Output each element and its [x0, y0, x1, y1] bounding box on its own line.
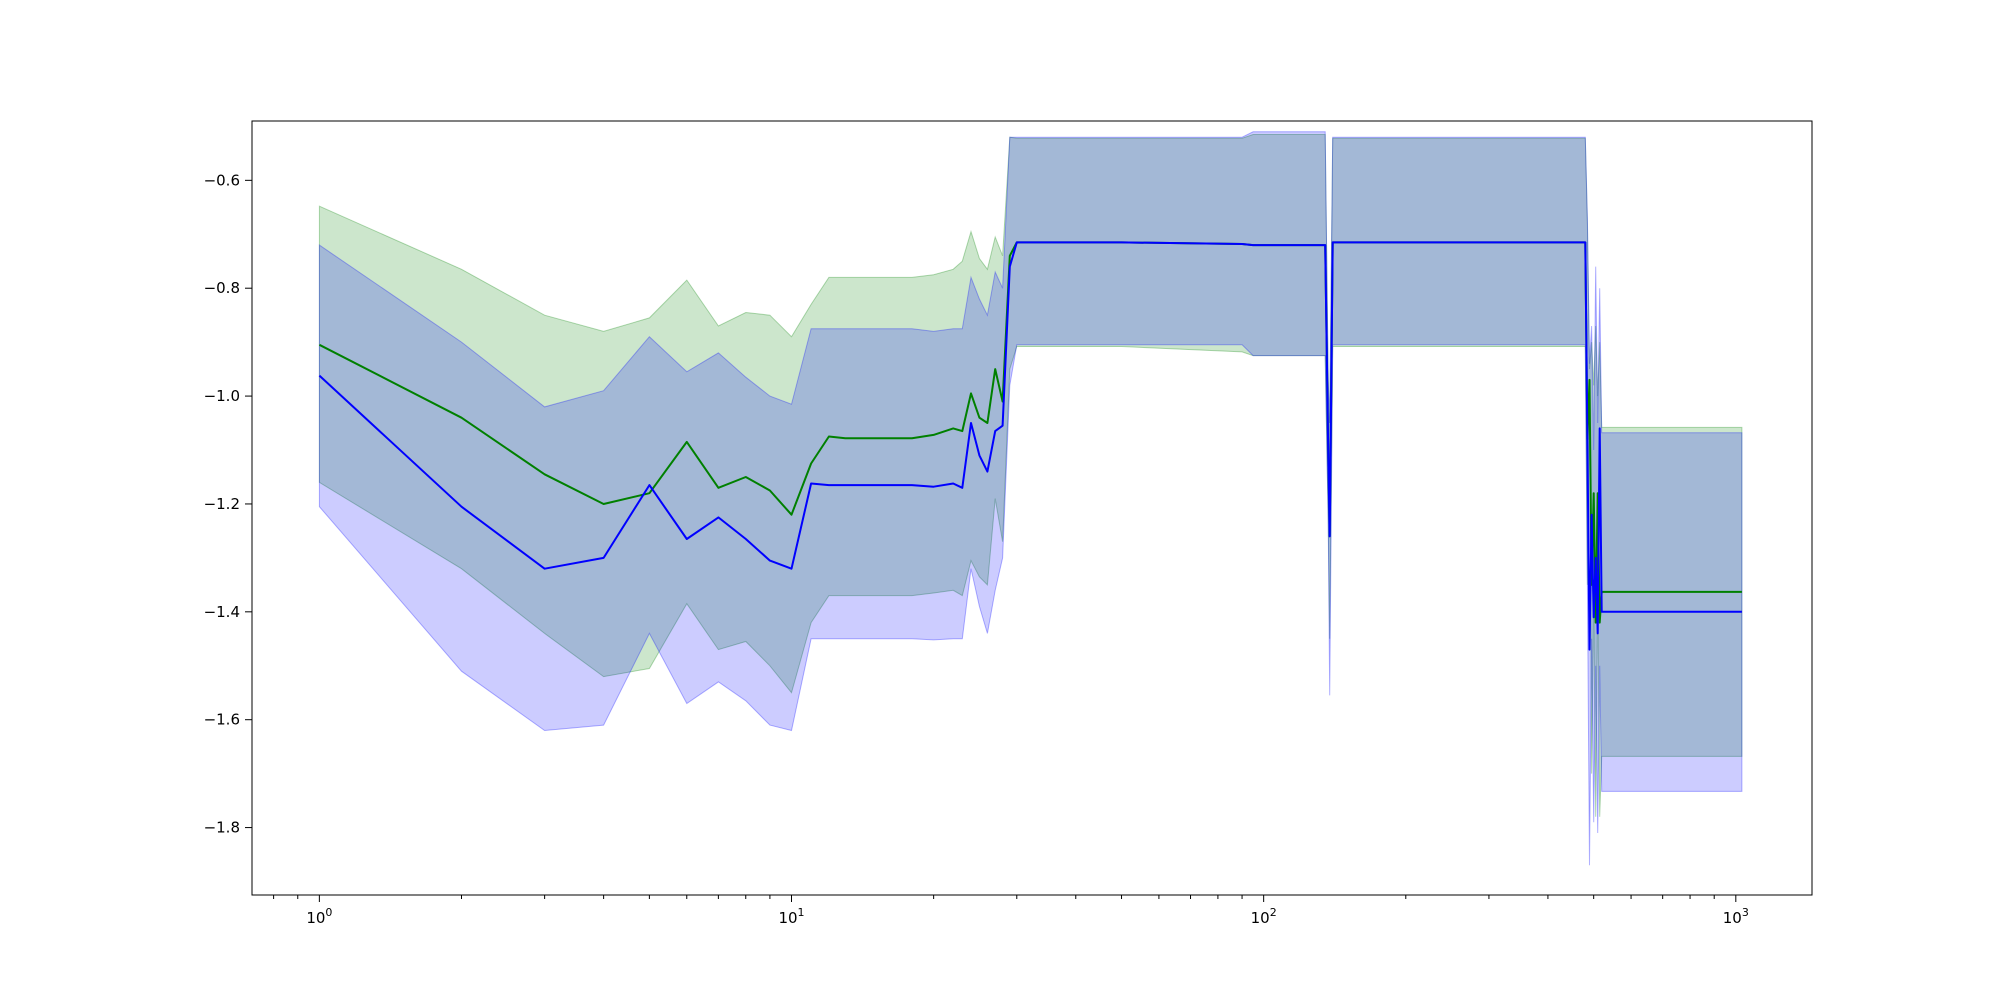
x-tick-label: 103: [1723, 906, 1749, 927]
y-tick-label: −1.0: [204, 387, 240, 405]
x-axis: 100 101 102 103: [273, 895, 1749, 927]
y-tick-label: −1.2: [204, 495, 240, 513]
plot-frame: [251, 120, 1813, 896]
y-axis: −0.6 −0.8 −1.0 −1.2 −1.4 −1.6 −1.8: [204, 171, 252, 837]
y-tick-label: −0.8: [204, 279, 240, 297]
series-lines: [318, 241, 1742, 651]
y-tick-label: −1.8: [204, 819, 240, 837]
x-tick-label: 102: [1251, 906, 1277, 927]
series-2-line: [318, 241, 1742, 651]
x-tick-label: 100: [306, 906, 332, 927]
series-2-band: [318, 131, 1743, 866]
y-tick-label: −0.6: [204, 171, 240, 189]
y-tick-label: −1.4: [204, 603, 240, 621]
series-1-band: [318, 134, 1743, 817]
y-tick-label: −1.6: [204, 711, 240, 729]
confidence-bands: [318, 131, 1743, 866]
series-1-line: [318, 241, 1742, 624]
x-tick-label: 101: [778, 906, 804, 927]
